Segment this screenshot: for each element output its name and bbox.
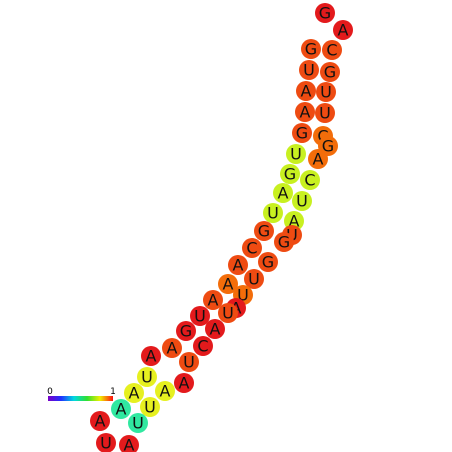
nucleotide-label: U — [290, 145, 302, 164]
nucleotide-label: G — [319, 4, 331, 23]
nucleotide-label: C — [317, 127, 328, 146]
nucleotide-circle — [280, 164, 300, 184]
nucleotide-circle — [140, 397, 160, 417]
nucleotide-label: G — [322, 137, 334, 156]
nucleotide-label: A — [167, 339, 178, 358]
nucleotide-label: U — [296, 192, 308, 211]
nucleotide-label: C — [197, 337, 208, 356]
nucleotide-circle — [193, 336, 213, 356]
nucleotide-label: U — [248, 270, 260, 289]
nucleotides: GAGCUGAUAUGCGAUGCAUUAUGGCGAUAUAAUUAGCAUA… — [90, 3, 353, 452]
nucleotide-label: G — [305, 40, 317, 59]
nucleotide-circle — [174, 373, 194, 393]
nucleotide-circle — [244, 269, 264, 289]
nucleotide-circle — [242, 238, 262, 258]
nucleotide-label: A — [210, 320, 221, 339]
nucleotide-label: U — [144, 398, 156, 417]
nucleotide-label: A — [179, 374, 190, 393]
nucleotide-label: A — [301, 82, 312, 101]
nucleotide-label: A — [300, 103, 311, 122]
nucleotide-label: A — [116, 400, 127, 419]
nucleotide-circle — [273, 183, 293, 203]
nucleotide-label: G — [296, 124, 308, 143]
nucleotide-label: U — [267, 204, 279, 223]
nucleotide-label: U — [286, 226, 298, 245]
nucleotide-label: A — [223, 275, 234, 294]
nucleotide-circle — [292, 191, 312, 211]
nucleotide-label: G — [324, 63, 336, 82]
nucleotide-circle — [292, 123, 312, 143]
nucleotide-circle — [296, 81, 316, 101]
nucleotide-circle — [315, 3, 335, 23]
nucleotide-circle — [203, 290, 223, 310]
nucleotide-label: C — [326, 41, 337, 60]
nucleotide-label: A — [208, 291, 219, 310]
nucleotide-circle — [190, 306, 210, 326]
nucleotide-circle — [322, 40, 342, 60]
nucleotide-label: A — [289, 212, 300, 231]
nucleotide-circle — [205, 319, 225, 339]
color-scale — [48, 396, 113, 401]
nucleotide-circle — [295, 102, 315, 122]
nucleotide-circle — [274, 232, 294, 252]
nucleotide-circle — [258, 252, 278, 272]
nucleotide-label: G — [278, 233, 290, 252]
nucleotide-label: A — [313, 150, 324, 169]
scale-min: 0 — [47, 387, 53, 397]
nucleotide-label: U — [132, 414, 144, 433]
nucleotide-circle — [162, 338, 182, 358]
nucleotide-label: U — [303, 61, 315, 80]
nucleotide-label: C — [246, 239, 257, 258]
nucleotide-circle — [218, 274, 238, 294]
nucleotide-label: G — [258, 222, 270, 241]
nucleotide-label: A — [160, 382, 171, 401]
nucleotide-label: C — [304, 171, 315, 190]
nucleotide-circle — [320, 62, 340, 82]
nucleotide-label: G — [180, 322, 192, 341]
nucleotide-circle — [179, 352, 199, 372]
nucleotide-label: A — [233, 256, 244, 275]
nucleotide-circle — [299, 60, 319, 80]
nucleotide-label: U — [222, 304, 234, 323]
nucleotide-label: U — [100, 434, 112, 452]
nucleotide-label: U — [141, 368, 153, 387]
nucleotide-circle — [315, 103, 335, 123]
nucleotide-circle — [300, 170, 320, 190]
nucleotide-label: A — [129, 384, 140, 403]
nucleotide-circle — [308, 149, 328, 169]
nucleotide-circle — [263, 203, 283, 223]
nucleotide-circle — [141, 346, 161, 366]
nucleotide-label: G — [284, 165, 296, 184]
nucleotide-circle — [301, 39, 321, 59]
nucleotide-circle — [155, 381, 175, 401]
nucleotide-circle — [119, 435, 139, 452]
nucleotide-label: A — [124, 436, 135, 452]
nucleotide-circle — [218, 303, 238, 323]
nucleotide-label: A — [95, 412, 106, 431]
nucleotide-label: A — [338, 21, 349, 40]
nucleotide-circle — [90, 411, 110, 431]
nucleotide-circle — [228, 255, 248, 275]
nucleotide-circle — [316, 82, 336, 102]
scale-max: 1 — [110, 387, 116, 397]
nucleotide-circle — [176, 321, 196, 341]
nucleotide-label: U — [320, 83, 332, 102]
nucleotide-label: A — [146, 347, 157, 366]
nucleotide-label: U — [319, 104, 331, 123]
nucleotide-label: U — [183, 353, 195, 372]
nucleotide-circle — [286, 144, 306, 164]
nucleotide-circle — [137, 367, 157, 387]
nucleotide-circle — [111, 399, 131, 419]
nucleotide-circle — [96, 433, 116, 452]
nucleotide-label: U — [194, 307, 206, 326]
nucleotide-circle — [333, 20, 353, 40]
nucleotide-circle — [254, 221, 274, 241]
nucleotide-circle — [128, 413, 148, 433]
nucleotide-label: U — [237, 286, 249, 305]
nucleotide-label: A — [278, 184, 289, 203]
nucleotide-label: G — [262, 253, 274, 272]
nucleotide-circle — [124, 383, 144, 403]
